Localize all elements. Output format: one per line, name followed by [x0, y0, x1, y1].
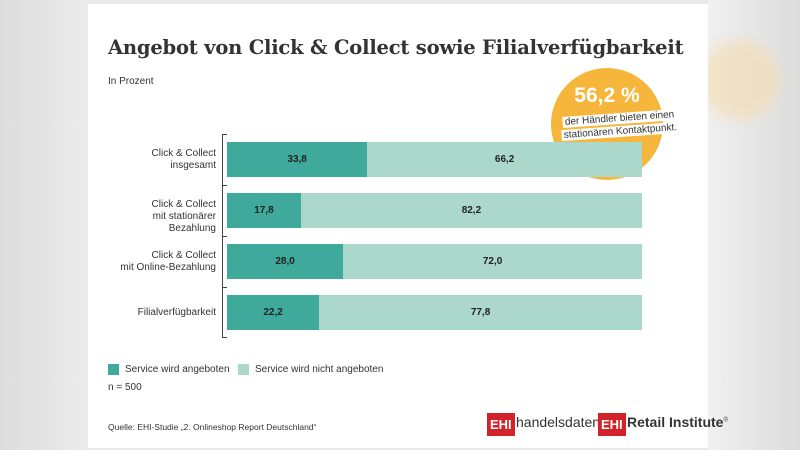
legend-label-offered: Service wird angeboten — [125, 364, 230, 375]
bar-segment-not-offered: 77,8 — [319, 295, 642, 330]
category-label: Filialverfügbarkeit — [137, 306, 216, 318]
bar-segment-not-offered: 72,0 — [343, 244, 642, 279]
bar-row: 17,8 82,2 — [227, 193, 642, 228]
bar-row: 22,2 77,8 — [227, 295, 642, 330]
handelsdaten-logo-text: handelsdaten.de — [516, 414, 620, 430]
category-axis-tick — [222, 287, 227, 288]
ehi-logo-text: Retail Institute® — [627, 414, 728, 430]
callout-value: 56,2 % — [574, 84, 640, 107]
handelsdaten-logo-mark: EHI — [487, 413, 515, 436]
background-right — [700, 0, 800, 450]
bar-segment-not-offered: 66,2 — [367, 142, 642, 177]
category-label: Click & Collect mit Online-Bezahlung — [120, 249, 216, 273]
source-note: Quelle: EHI-Studie „2. Onlineshop Report… — [108, 422, 317, 432]
bar-segment-offered: 22,2 — [227, 295, 320, 330]
category-label: Click & Collect insgesamt — [151, 147, 216, 171]
bar-row: 28,0 72,0 — [227, 244, 642, 279]
bar-segment-offered: 33,8 — [227, 142, 368, 177]
bar-segment-not-offered: 82,2 — [300, 193, 642, 228]
category-axis — [222, 134, 227, 338]
category-label: Click & Collect mit stationärer Bezahlun… — [151, 198, 216, 234]
category-axis-tick — [222, 185, 227, 186]
category-axis-tick — [222, 337, 227, 338]
legend-swatch-not-offered — [238, 364, 249, 375]
legend-swatch-offered — [108, 364, 119, 375]
background-left — [0, 0, 88, 450]
registered-mark: ® — [723, 417, 728, 424]
ehi-logo-name: Retail Institute — [627, 414, 724, 430]
sample-size-note: n = 500 — [108, 382, 142, 393]
bar-segment-offered: 28,0 — [227, 244, 344, 279]
bar-segment-offered: 17,8 — [227, 193, 301, 228]
category-axis-tick — [222, 236, 227, 237]
infographic-card: Angebot von Click & Collect sowie Filial… — [88, 4, 728, 448]
unit-label: In Prozent — [108, 76, 154, 87]
legend-label-not-offered: Service wird nicht angeboten — [255, 364, 384, 375]
bar-row: 33,8 66,2 — [227, 142, 642, 177]
background-blob — [700, 40, 780, 120]
category-axis-tick — [222, 134, 227, 135]
chart-title: Angebot von Click & Collect sowie Filial… — [108, 36, 684, 59]
ehi-logo-mark: EHI — [598, 413, 626, 436]
